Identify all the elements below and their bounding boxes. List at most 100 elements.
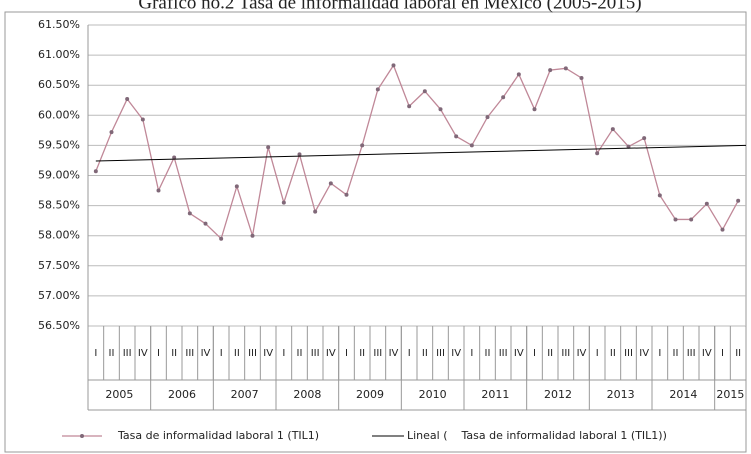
data-point: [657, 193, 662, 198]
y-tick-label: 56.50%: [38, 319, 80, 332]
year-label: 2013: [607, 388, 635, 401]
x-tick-label: I: [658, 348, 661, 359]
x-tick-label: II: [547, 348, 553, 359]
x-tick-label: II: [109, 348, 115, 359]
data-point: [610, 127, 615, 132]
data-point: [187, 211, 192, 216]
data-point: [501, 95, 506, 100]
x-tick-label: IV: [138, 348, 148, 359]
data-point: [281, 200, 286, 205]
data-point: [125, 97, 130, 102]
x-tick-label: I: [533, 348, 536, 359]
year-label: 2009: [356, 388, 384, 401]
x-tick-label: IV: [702, 348, 712, 359]
x-tick-label: IV: [201, 348, 211, 359]
series-line: [95, 63, 739, 240]
y-tick-label: 60.50%: [38, 78, 80, 91]
x-tick-label: IV: [577, 348, 587, 359]
data-point: [532, 107, 537, 112]
legend-label: Lineal ( Tasa de informalidad laboral 1 …: [407, 429, 667, 442]
data-point: [563, 66, 568, 71]
data-point: [673, 217, 678, 222]
x-tick-label: IV: [263, 348, 273, 359]
x-tick-label: IV: [451, 348, 461, 359]
year-label: 2012: [544, 388, 572, 401]
data-point: [156, 188, 161, 193]
data-point: [438, 107, 443, 112]
x-tick-label: III: [373, 348, 382, 359]
year-label: 2006: [168, 388, 196, 401]
x-tick-label: I: [721, 348, 724, 359]
chart-title: Gráfico no.2 Tasa de informalidad labora…: [138, 0, 641, 13]
data-point: [375, 87, 380, 92]
data-point: [328, 181, 333, 186]
x-tick-label: III: [561, 348, 570, 359]
x-tick-label: III: [185, 348, 194, 359]
data-point: [736, 198, 741, 203]
x-tick-label: III: [687, 348, 696, 359]
data-point: [579, 75, 584, 80]
y-tick-label: 58.00%: [38, 229, 80, 242]
x-tick-label: III: [123, 348, 132, 359]
data-point: [407, 104, 412, 109]
year-label: 2005: [105, 388, 133, 401]
data-point: [109, 130, 114, 135]
y-tick-label: 59.00%: [38, 169, 80, 182]
data-point: [720, 227, 725, 232]
year-label: 2007: [231, 388, 259, 401]
x-tick-label: I: [596, 348, 599, 359]
x-tick-label: I: [470, 348, 473, 359]
data-point: [172, 155, 177, 160]
x-tick-label: I: [282, 348, 285, 359]
year-label: 2015: [716, 388, 744, 401]
x-tick-label: II: [485, 348, 491, 359]
x-tick-label: I: [408, 348, 411, 359]
year-label: 2008: [293, 388, 321, 401]
x-tick-label: I: [94, 348, 97, 359]
legend-label: Tasa de informalidad laboral 1 (TIL1): [117, 429, 319, 442]
data-point: [642, 136, 647, 141]
data-point: [266, 145, 271, 150]
x-tick-label: II: [297, 348, 303, 359]
x-tick-label: II: [735, 348, 741, 359]
data-point: [360, 143, 365, 148]
data-point: [203, 221, 208, 226]
x-tick-label: IV: [389, 348, 399, 359]
chart-frame: [4, 11, 747, 453]
year-label: 2014: [669, 388, 697, 401]
data-point: [422, 89, 427, 94]
data-point: [516, 72, 521, 77]
data-point: [140, 117, 145, 122]
x-tick-label: I: [220, 348, 223, 359]
trendline: [95, 144, 747, 162]
data-point: [93, 169, 98, 174]
data-point: [297, 152, 302, 157]
y-tick-label: 57.50%: [38, 259, 80, 272]
x-tick-label: II: [171, 348, 177, 359]
data-point: [626, 144, 631, 149]
x-tick-label: III: [311, 348, 320, 359]
data-point: [391, 63, 396, 68]
x-tick-label: III: [248, 348, 257, 359]
data-point: [485, 115, 490, 120]
data-point: [595, 151, 600, 156]
y-tick-label: 57.00%: [38, 289, 80, 302]
x-tick-label: II: [359, 348, 365, 359]
x-tick-label: IV: [639, 348, 649, 359]
data-point: [454, 134, 459, 139]
x-tick-label: I: [345, 348, 348, 359]
x-tick-label: II: [610, 348, 616, 359]
year-label: 2011: [481, 388, 509, 401]
x-tick-label: I: [157, 348, 160, 359]
data-point: [219, 236, 224, 241]
x-tick-label: II: [234, 348, 240, 359]
y-tick-label: 61.00%: [38, 48, 80, 61]
year-label: 2010: [419, 388, 447, 401]
data-point: [313, 209, 318, 214]
x-tick-label: II: [422, 348, 428, 359]
legend-marker: [80, 434, 84, 438]
data-point: [469, 143, 474, 148]
data-point: [234, 184, 239, 189]
y-tick-label: 58.50%: [38, 199, 80, 212]
